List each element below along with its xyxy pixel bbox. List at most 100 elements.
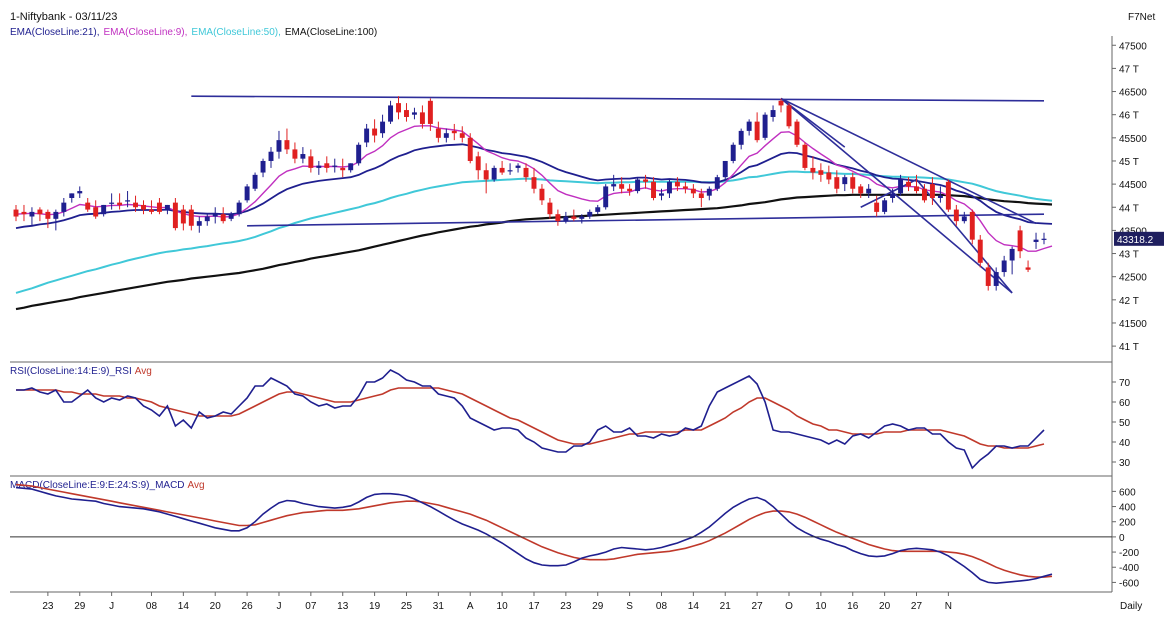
candle-body bbox=[284, 140, 290, 150]
candle-body bbox=[268, 151, 274, 161]
candle-body bbox=[547, 202, 553, 215]
candle-body bbox=[427, 100, 433, 124]
trendline bbox=[191, 95, 1045, 102]
price-tick-label: 43 T bbox=[1119, 250, 1139, 261]
candle-body bbox=[818, 170, 824, 175]
rsi-tick-label: 30 bbox=[1119, 458, 1131, 469]
price-tick-label: 42500 bbox=[1119, 273, 1147, 284]
candle-body bbox=[515, 165, 521, 168]
x-tick-label: 25 bbox=[401, 601, 413, 612]
candle-body bbox=[858, 186, 864, 194]
candle-body bbox=[37, 209, 43, 215]
candle-body bbox=[969, 211, 975, 240]
candle-body bbox=[419, 112, 425, 124]
candle-body bbox=[356, 144, 362, 164]
macd-tick-label: -400 bbox=[1119, 563, 1139, 574]
candle-body bbox=[985, 267, 991, 286]
rsi-panel: RSI(CloseLine:14:E:9)_RSI Avg 70 60 50 40 30 bbox=[10, 362, 1131, 477]
candle-body bbox=[141, 204, 146, 210]
candle-body bbox=[316, 165, 322, 168]
candle-body bbox=[13, 209, 19, 217]
candle-body bbox=[953, 209, 959, 222]
ema21-line bbox=[15, 143, 1053, 229]
candle-body bbox=[156, 202, 162, 212]
candle-body bbox=[587, 211, 593, 217]
candle-body bbox=[746, 121, 752, 131]
candle-body bbox=[180, 209, 186, 224]
candle-body bbox=[117, 202, 123, 205]
candle-body bbox=[619, 184, 625, 189]
candle-body bbox=[380, 121, 386, 134]
candle-body bbox=[786, 105, 792, 127]
candle-body bbox=[372, 128, 378, 136]
trendline bbox=[780, 97, 1013, 294]
candle-body bbox=[451, 130, 457, 134]
x-tick-label: O bbox=[785, 601, 793, 612]
ema100-line bbox=[15, 193, 1053, 311]
candle-body bbox=[826, 172, 832, 180]
candle-body bbox=[802, 144, 808, 168]
rsi-legend-label: RSI(CloseLine:14:E:9)_RSI bbox=[10, 366, 132, 377]
price-tick-label: 44 T bbox=[1119, 203, 1139, 214]
ema-legend-item: EMA(CloseLine:9), bbox=[103, 27, 187, 38]
candle-body bbox=[1001, 260, 1007, 273]
candle-body bbox=[754, 121, 760, 141]
x-tick-label: 27 bbox=[752, 601, 764, 612]
x-tick-label: N bbox=[945, 601, 952, 612]
price-tick-label: 45 T bbox=[1119, 157, 1139, 168]
x-tick-label: 14 bbox=[688, 601, 700, 612]
trendline bbox=[780, 97, 846, 148]
rsi-legend-avg: Avg bbox=[135, 366, 152, 377]
candle-body bbox=[300, 154, 306, 159]
candle-body bbox=[1025, 267, 1031, 270]
candle-body bbox=[388, 105, 394, 122]
x-tick-label: 20 bbox=[879, 601, 891, 612]
macd-panel: MACD(CloseLine:E:9:E:24:S:9)_MACD Avg 60… bbox=[10, 476, 1139, 593]
candle-body bbox=[324, 163, 330, 168]
macd-tick-label: 200 bbox=[1119, 518, 1136, 529]
candle-body bbox=[93, 207, 99, 217]
candle-body bbox=[539, 188, 545, 201]
x-tick-label: 23 bbox=[42, 601, 54, 612]
rsi-tick-label: 50 bbox=[1119, 418, 1131, 429]
price-tick-label: 46 T bbox=[1119, 111, 1139, 122]
candle-body bbox=[1041, 238, 1047, 240]
candle-body bbox=[507, 170, 513, 172]
candle-body bbox=[340, 167, 346, 171]
x-tick-label: A bbox=[467, 601, 474, 612]
macd-legend-avg: Avg bbox=[188, 480, 205, 491]
macd-tick-label: 0 bbox=[1119, 533, 1125, 544]
trendline bbox=[780, 97, 1037, 225]
candle-body bbox=[220, 214, 226, 222]
candle-body bbox=[914, 186, 919, 192]
candle-body bbox=[29, 211, 35, 217]
candle-body bbox=[491, 167, 497, 180]
candle-body bbox=[404, 110, 409, 117]
candle-body bbox=[666, 181, 672, 194]
candle-body bbox=[1033, 239, 1039, 242]
candle-body bbox=[659, 193, 664, 196]
candle-body bbox=[85, 202, 91, 210]
x-tick-label: 17 bbox=[528, 601, 540, 612]
x-tick-label: 10 bbox=[815, 601, 827, 612]
candle-body bbox=[595, 207, 601, 212]
candle-body bbox=[61, 202, 67, 212]
candle-body bbox=[228, 214, 234, 219]
candle-body bbox=[69, 193, 75, 198]
candle-body bbox=[276, 140, 282, 152]
candle-body bbox=[411, 112, 417, 115]
candle-body bbox=[778, 100, 784, 106]
candle-body bbox=[770, 110, 776, 117]
candle-body bbox=[651, 181, 656, 198]
trendline bbox=[247, 213, 1045, 227]
candle-body bbox=[882, 200, 888, 212]
ema-legend-item: EMA(CloseLine:21), bbox=[10, 27, 99, 38]
candle-body bbox=[874, 202, 880, 212]
candle-body bbox=[571, 216, 577, 219]
candle-body bbox=[834, 177, 840, 189]
candle-body bbox=[611, 184, 617, 187]
candle-body bbox=[244, 186, 250, 201]
x-axis: 23 29 J 08 14 20 26 J 07 13 19 25 31 A 10 17 23 29 S 08 14 21… bbox=[42, 592, 952, 612]
candle-body bbox=[937, 195, 943, 198]
